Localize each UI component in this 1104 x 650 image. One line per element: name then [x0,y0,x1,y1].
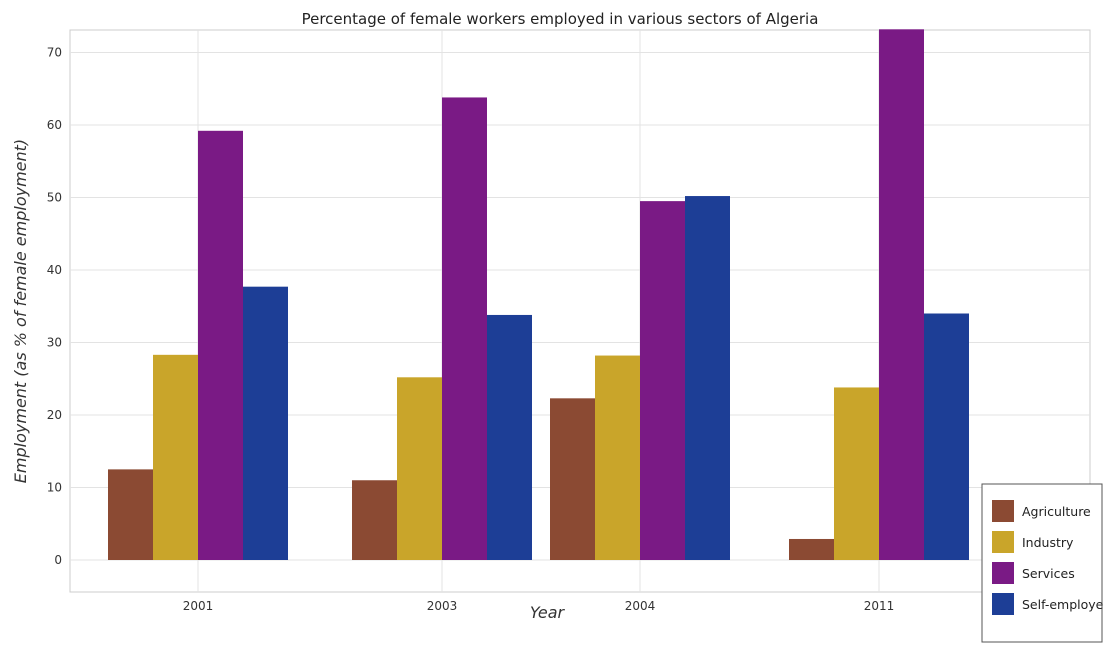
x-tick-label: 2004 [625,599,656,613]
bar-self-employed-2001 [243,286,288,560]
bar-industry-2004 [595,355,640,560]
legend-label: Industry [1022,535,1074,550]
y-axis-label: Employment (as % of female employment) [11,139,30,483]
bar-self-employed-2004 [685,196,730,561]
x-tick-label: 2003 [427,599,458,613]
bar-self-employed-2011 [924,313,969,560]
legend-label: Services [1022,566,1075,581]
x-tick-label: 2001 [183,599,214,613]
bar-industry-2003 [397,377,442,560]
legend-label: Agriculture [1022,504,1091,519]
legend: Agriculture Industry Services Self-employed [981,483,1104,643]
y-tick-label: 70 [47,46,62,60]
y-axis-ticks: 0 10 20 30 40 50 60 70 [47,46,62,568]
bar-services-2003 [442,97,487,560]
bar-agriculture-2003 [352,480,397,560]
y-tick-label: 0 [54,553,62,567]
bar-industry-2011 [834,387,879,560]
legend-swatch [992,593,1014,615]
bar-self-employed-2003 [487,314,532,560]
legend-swatch [992,562,1014,584]
x-axis-label: Year [530,603,566,622]
bar-agriculture-2001 [108,469,153,560]
y-tick-label: 50 [47,191,62,205]
bar-services-2011 [879,29,924,561]
y-tick-label: 30 [47,336,62,350]
legend-label: Self-employed [1022,597,1104,612]
y-tick-label: 20 [47,408,62,422]
bar-agriculture-2011 [789,538,834,560]
legend-swatch [992,531,1014,553]
bar-services-2004 [640,201,685,560]
legend-swatch [992,500,1014,522]
x-tick-label: 2011 [864,599,895,613]
x-axis-ticks: 2001 2003 2004 2011 [183,599,895,613]
y-tick-label: 60 [47,118,62,132]
y-tick-label: 40 [47,263,62,277]
chart-title: Percentage of female workers employed in… [302,10,819,28]
y-tick-label: 10 [47,481,62,495]
bars [108,29,969,561]
bar-services-2001 [198,130,243,561]
bar-industry-2001 [153,354,198,560]
bar-agriculture-2004 [550,398,595,560]
